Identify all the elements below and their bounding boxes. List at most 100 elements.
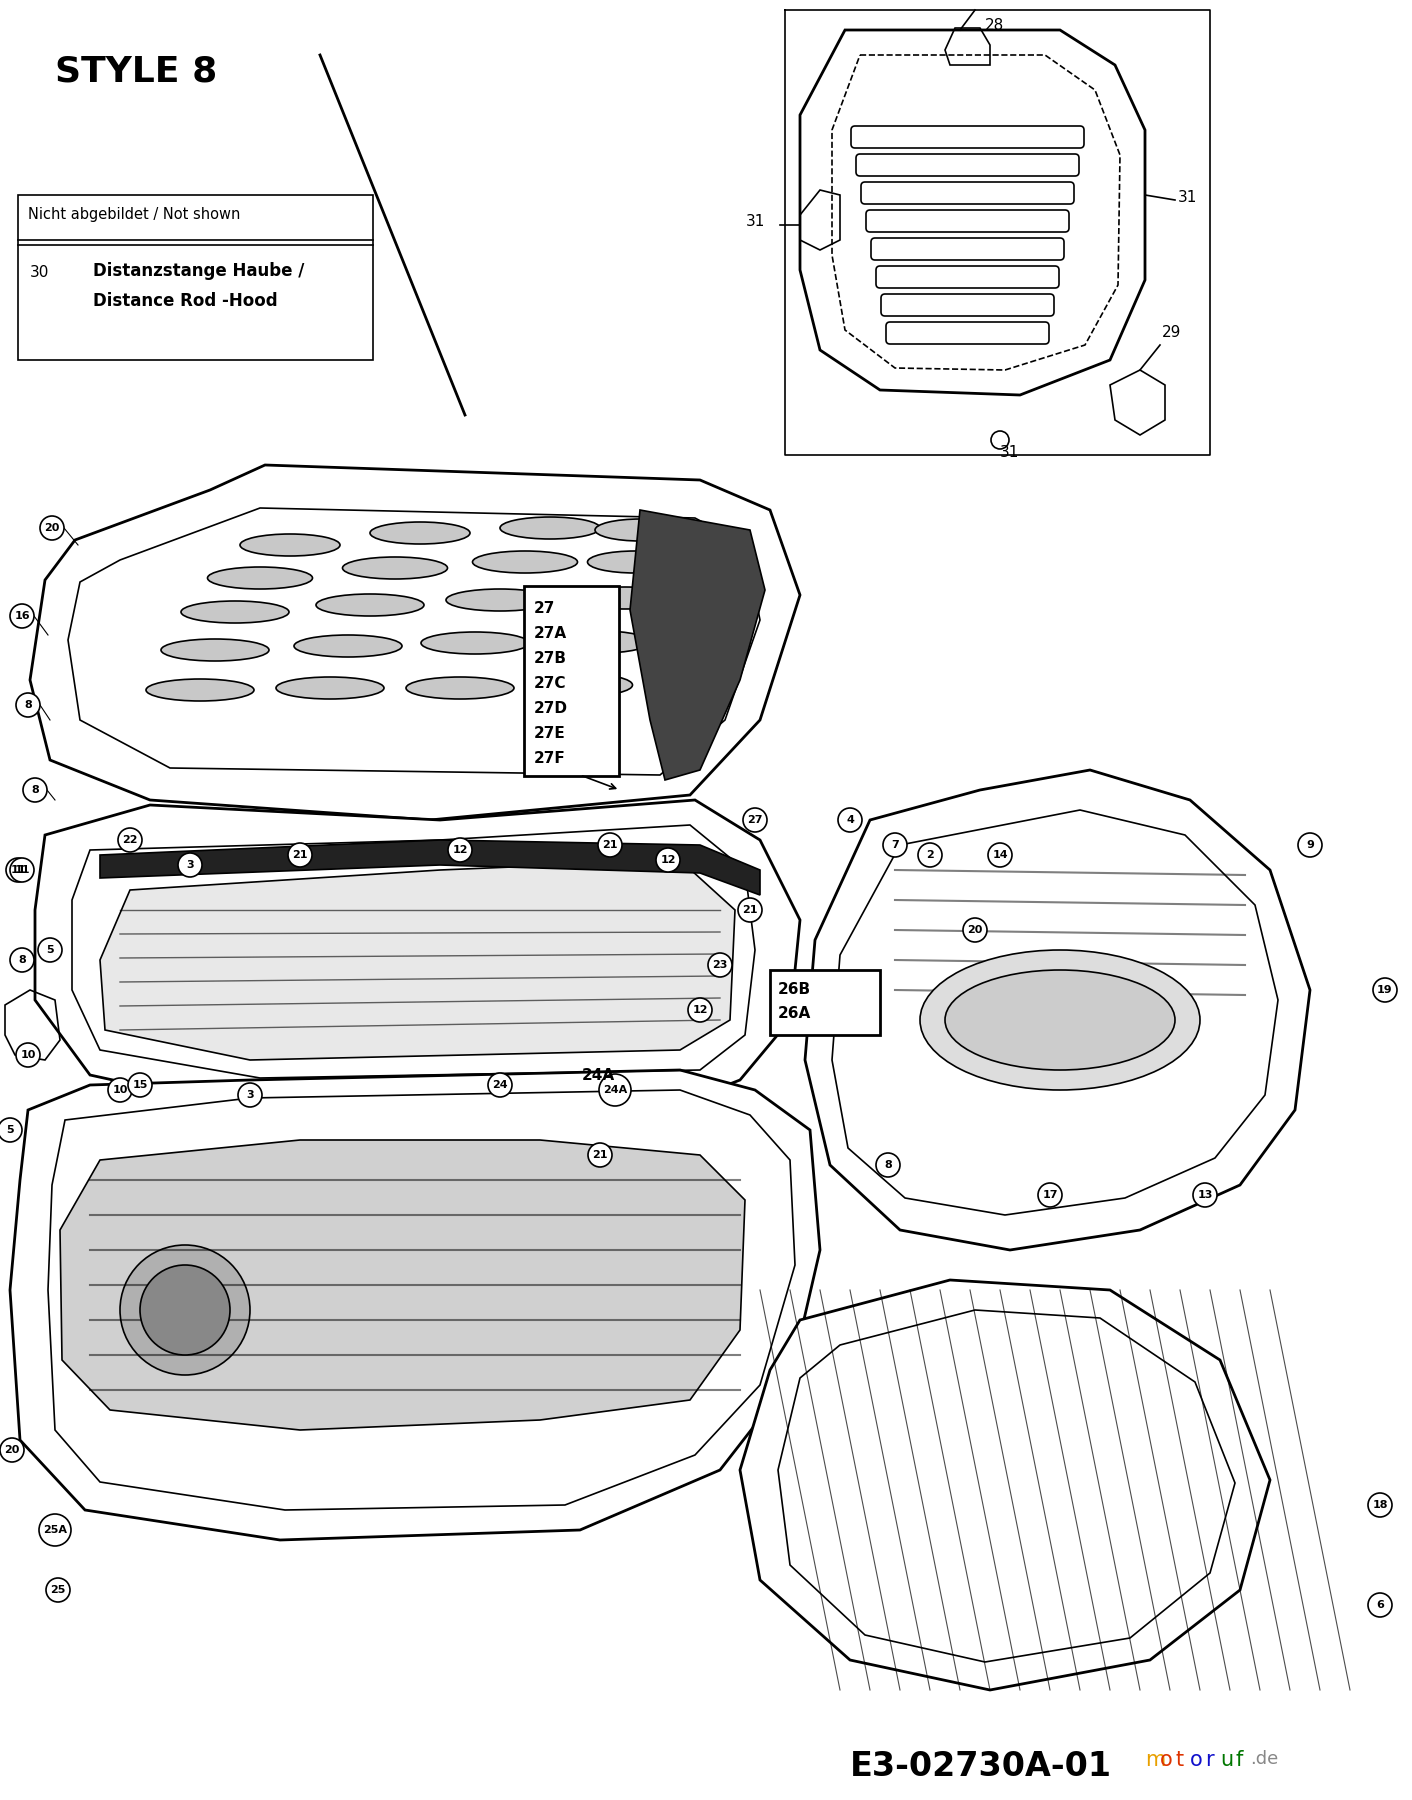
Text: 27E: 27E — [534, 725, 566, 742]
Circle shape — [178, 853, 202, 877]
Circle shape — [599, 1075, 631, 1105]
Circle shape — [10, 605, 34, 628]
Circle shape — [882, 833, 907, 857]
Text: 21: 21 — [592, 1150, 607, 1159]
Text: 12: 12 — [692, 1004, 707, 1015]
Text: 29: 29 — [1162, 326, 1182, 340]
Text: Nicht abgebildet / Not shown: Nicht abgebildet / Not shown — [28, 207, 240, 221]
Text: 24A: 24A — [582, 1067, 616, 1084]
Circle shape — [120, 1246, 250, 1375]
Text: 27: 27 — [747, 815, 762, 824]
Text: 25A: 25A — [42, 1525, 66, 1535]
Ellipse shape — [945, 970, 1175, 1069]
Circle shape — [47, 1579, 71, 1602]
Text: E3-02730A-01: E3-02730A-01 — [850, 1750, 1113, 1784]
Circle shape — [6, 859, 30, 882]
Ellipse shape — [587, 551, 682, 572]
Text: 16: 16 — [14, 610, 30, 621]
Circle shape — [40, 1514, 71, 1546]
Ellipse shape — [407, 677, 514, 698]
Bar — [18, 194, 373, 360]
Circle shape — [38, 938, 62, 961]
Text: 12: 12 — [661, 855, 676, 866]
Ellipse shape — [240, 535, 340, 556]
Ellipse shape — [161, 639, 270, 661]
Text: 12: 12 — [452, 844, 467, 855]
Circle shape — [988, 842, 1012, 868]
Text: 24A: 24A — [603, 1085, 627, 1094]
Ellipse shape — [343, 556, 448, 580]
Text: 14: 14 — [993, 850, 1008, 860]
Text: 15: 15 — [133, 1080, 148, 1091]
Text: 31: 31 — [1000, 445, 1019, 461]
Polygon shape — [805, 770, 1310, 1249]
Circle shape — [1193, 1183, 1217, 1208]
Circle shape — [0, 1118, 23, 1141]
Text: 30: 30 — [30, 265, 49, 281]
Circle shape — [1368, 1492, 1392, 1517]
Ellipse shape — [421, 632, 530, 653]
Text: 20: 20 — [44, 524, 59, 533]
Circle shape — [837, 808, 861, 832]
Text: 8: 8 — [18, 956, 25, 965]
Text: 26B: 26B — [778, 983, 810, 997]
Polygon shape — [740, 1280, 1269, 1690]
Circle shape — [1298, 833, 1322, 857]
Text: 20: 20 — [4, 1445, 20, 1454]
Circle shape — [10, 859, 34, 882]
Circle shape — [1372, 977, 1396, 1003]
Text: 27: 27 — [534, 601, 555, 616]
Text: Distanzstange Haube /: Distanzstange Haube / — [93, 263, 305, 281]
Text: 8: 8 — [884, 1159, 892, 1170]
Text: 13: 13 — [1197, 1190, 1213, 1201]
Ellipse shape — [594, 518, 685, 542]
Ellipse shape — [181, 601, 289, 623]
Text: t: t — [1175, 1750, 1183, 1769]
Circle shape — [40, 517, 64, 540]
Circle shape — [875, 1154, 899, 1177]
Text: 31: 31 — [746, 214, 765, 229]
Text: 5: 5 — [47, 945, 54, 956]
Text: 6: 6 — [1377, 1600, 1384, 1609]
Polygon shape — [35, 799, 801, 1114]
Circle shape — [918, 842, 942, 868]
Ellipse shape — [370, 522, 470, 544]
Circle shape — [119, 828, 143, 851]
Circle shape — [963, 918, 987, 941]
Polygon shape — [59, 1139, 746, 1429]
Text: 18: 18 — [1372, 1499, 1388, 1510]
Circle shape — [107, 1078, 131, 1102]
Text: 8: 8 — [24, 700, 32, 709]
Circle shape — [688, 997, 712, 1022]
Circle shape — [657, 848, 681, 871]
Text: STYLE 8: STYLE 8 — [55, 56, 217, 88]
Circle shape — [128, 1073, 152, 1096]
Circle shape — [288, 842, 312, 868]
Ellipse shape — [921, 950, 1200, 1091]
Text: 21: 21 — [292, 850, 308, 860]
Text: o: o — [1161, 1750, 1173, 1769]
Circle shape — [16, 693, 40, 716]
Bar — [524, 587, 618, 776]
Polygon shape — [10, 1069, 820, 1541]
Text: 23: 23 — [712, 959, 727, 970]
Text: 27D: 27D — [534, 700, 568, 716]
Text: 24: 24 — [493, 1080, 508, 1091]
Text: .de: .de — [1250, 1750, 1278, 1768]
Circle shape — [1038, 1183, 1062, 1208]
Text: 26A: 26A — [778, 1006, 812, 1021]
Circle shape — [140, 1265, 230, 1355]
Polygon shape — [100, 841, 760, 895]
Text: 27B: 27B — [534, 652, 568, 666]
Text: 11: 11 — [14, 866, 30, 875]
Text: 5: 5 — [6, 1125, 14, 1136]
Text: 19: 19 — [1377, 985, 1392, 995]
Text: 9: 9 — [1306, 841, 1315, 850]
Text: 22: 22 — [123, 835, 138, 844]
Text: 27C: 27C — [534, 677, 566, 691]
Ellipse shape — [316, 594, 424, 616]
Text: r: r — [1204, 1750, 1214, 1769]
Text: 11: 11 — [10, 866, 25, 875]
Text: 10: 10 — [20, 1049, 35, 1060]
Ellipse shape — [538, 673, 633, 697]
